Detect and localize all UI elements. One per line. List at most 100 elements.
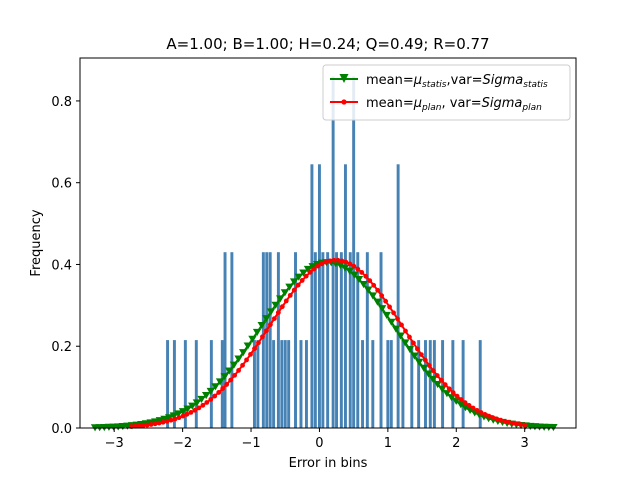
series-1-point-16 (192, 407, 198, 413)
series-0-point-29 (225, 367, 234, 375)
series-1-point-70 (407, 334, 412, 340)
series-0-point-34 (248, 335, 257, 343)
series-1-point-43 (299, 278, 305, 283)
series-1-point-37 (275, 310, 281, 315)
series-0-point-74 (433, 380, 442, 389)
series-1-point-39 (283, 298, 289, 304)
histogram-bar-38 (389, 340, 393, 428)
series-1-point-94 (502, 418, 508, 424)
series-1-point-7 (156, 420, 162, 426)
series-1-point-62 (375, 287, 381, 293)
series-1-point-73 (418, 352, 424, 357)
series-1-point-87 (474, 407, 480, 413)
histogram-bar-18 (294, 252, 297, 428)
histogram-bar-14 (276, 252, 280, 428)
series-1-point-77 (434, 373, 440, 378)
series-1-point-40 (287, 292, 293, 298)
series-1-point-76 (430, 368, 436, 374)
histogram-bar-0 (166, 340, 170, 428)
series-1-point-50 (327, 258, 333, 264)
series-0-point-56 (350, 271, 359, 279)
series-1-point-42 (295, 282, 301, 288)
series-1-point-58 (359, 270, 365, 275)
series-1-point-38 (279, 304, 285, 310)
series-0-point-46 (303, 265, 313, 274)
y-tick-label-2: 0.4 (51, 258, 72, 273)
legend-plan-mu: μ (413, 96, 422, 111)
series-0-point-18 (174, 410, 183, 418)
y-tick-label-1: 0.2 (51, 340, 72, 355)
series-1-point-36 (271, 316, 277, 322)
histogram-bar-48 (461, 340, 465, 428)
legend-box (322, 64, 571, 121)
series-0-point-14 (155, 417, 165, 425)
series-1-point-80 (446, 386, 452, 392)
series-1-point-57 (355, 266, 361, 272)
x-tick-label-2: −1 (241, 436, 260, 451)
series-1-point-41 (291, 287, 297, 293)
series-1-point-24 (224, 382, 230, 387)
histogram-bar-29 (343, 164, 347, 428)
histogram-bar-44 (428, 340, 432, 428)
legend-statis-sigma: Sigma (483, 73, 524, 88)
series-0-point-40 (276, 295, 285, 303)
series-0-point-68 (405, 345, 415, 354)
histogram-bar-27 (335, 252, 339, 428)
histogram-bar-23 (317, 164, 321, 428)
series-1-point-84 (462, 400, 468, 405)
series-1-point-90 (486, 413, 492, 419)
series-1-point-52 (335, 257, 341, 263)
series-1-point-28 (240, 362, 245, 368)
legend-plan-sigma: Sigma (482, 96, 523, 111)
series-0-point-55 (345, 267, 354, 275)
series-1-point-6 (152, 421, 158, 427)
legend-entry-statis: mean=μstatis,var=Sigmastatis (330, 73, 548, 90)
series-1-point-56 (351, 263, 357, 269)
histogram-bar-2 (183, 340, 187, 428)
series-1-point-88 (478, 410, 484, 415)
histogram-bar-36 (379, 252, 383, 428)
series-0-point-62 (377, 305, 387, 313)
series-0-point-31 (234, 355, 243, 363)
series-0-point-67 (401, 339, 410, 347)
histogram-bar-42 (417, 340, 421, 428)
series-1-point-47 (315, 263, 321, 269)
series-1-point-98 (518, 422, 524, 427)
series-1-point-27 (236, 368, 241, 373)
series-0-point-15 (160, 415, 169, 423)
histogram-bar-47 (451, 340, 455, 428)
series-0-point-28 (220, 373, 229, 381)
series-0-point-27 (215, 378, 225, 386)
histogram-bar-28 (339, 252, 343, 428)
series-1-point-55 (347, 261, 353, 267)
legend-label-plan: mean=μplan, var=Sigmaplan (366, 96, 542, 113)
series-0-point-70 (414, 358, 424, 366)
series-1-point-67 (395, 316, 400, 322)
series-1-point-17 (196, 405, 202, 411)
y-axis-ticks: 0.0 0.2 0.4 0.6 0.8 (51, 95, 80, 437)
series-0-point-21 (188, 402, 197, 410)
series-1-point-78 (438, 377, 444, 383)
series-1-point-31 (252, 346, 257, 352)
series-0-point-63 (382, 311, 391, 320)
legend-plan-sigma-sub: plan (521, 103, 542, 113)
y-tick-label-3: 0.6 (51, 177, 72, 192)
series-1-point-11 (172, 416, 178, 422)
histogram-bar-40 (401, 340, 405, 428)
histogram-bar-26 (331, 76, 335, 428)
series-0-point-57 (354, 275, 364, 284)
series-1-point-9 (164, 418, 170, 424)
histogram-bar-25 (326, 252, 330, 428)
legend-plan-mean: mean= (366, 96, 414, 111)
histogram-bar-1 (172, 340, 176, 428)
legend-label-statis: mean=μstatis,var=Sigmastatis (366, 73, 548, 90)
series-1-point-33 (260, 334, 265, 340)
x-axis-ticks: −3 −2 −1 0 1 2 3 (105, 428, 529, 451)
series-lines (90, 257, 558, 432)
series-0-point-61 (373, 298, 382, 306)
series-1-point-82 (454, 393, 460, 399)
histogram-bar-17 (287, 340, 291, 428)
series-0-point-38 (266, 308, 276, 316)
series-1-point-99 (522, 422, 528, 428)
